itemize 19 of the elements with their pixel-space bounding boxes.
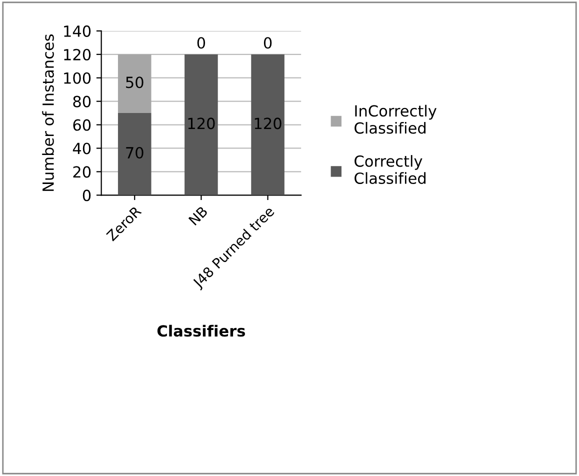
y-tick-label: 100 — [64, 72, 91, 84]
y-tick-label: 140 — [64, 25, 91, 37]
data-label: 120 — [254, 118, 282, 130]
legend-label: Correctly Classified — [354, 155, 426, 184]
data-label: 0 — [197, 37, 206, 49]
data-label: 50 — [126, 76, 144, 88]
y-tick-label: 120 — [64, 48, 91, 60]
legend-label: InCorrectly Classified — [354, 104, 437, 134]
y-tick-label: 60 — [73, 119, 91, 131]
y-axis-title: Number of Instances — [42, 34, 54, 191]
data-label: 70 — [126, 146, 144, 159]
y-tick-label: 20 — [73, 166, 91, 178]
data-label: 0 — [264, 37, 272, 49]
x-axis-title: Classifiers — [157, 324, 246, 337]
y-tick-label: 80 — [73, 96, 91, 108]
y-tick-label: 40 — [72, 142, 91, 154]
y-tick-label: 0 — [82, 190, 91, 202]
data-label: 120 — [188, 118, 215, 130]
x-tick-label: NB — [188, 206, 208, 226]
